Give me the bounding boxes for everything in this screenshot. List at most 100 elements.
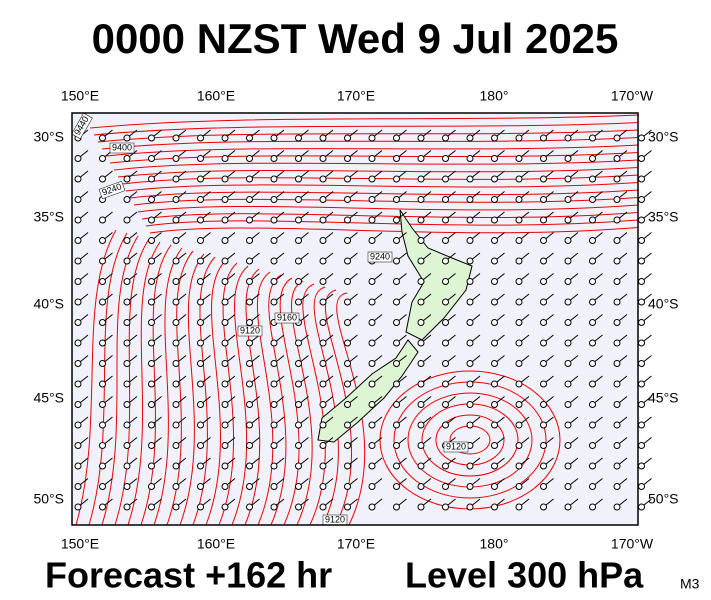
station [148, 196, 155, 203]
station [466, 257, 474, 265]
model-label: M3 [680, 576, 700, 592]
station [466, 155, 474, 162]
station [319, 278, 327, 285]
station [638, 278, 645, 285]
station [368, 421, 376, 429]
station [74, 380, 82, 388]
station [246, 175, 253, 183]
station [74, 237, 82, 244]
station [613, 175, 621, 183]
station [319, 442, 327, 449]
station [148, 134, 155, 142]
station [638, 360, 645, 367]
station [172, 503, 180, 511]
station [221, 442, 229, 449]
station [589, 462, 596, 470]
station [295, 237, 302, 244]
bottom-axis-label: 170°W [611, 536, 654, 552]
left-axis-label: 30°S [33, 129, 64, 145]
station [319, 257, 327, 265]
station [368, 298, 376, 306]
station [74, 503, 82, 511]
station [393, 360, 400, 367]
station [148, 442, 155, 449]
station [589, 380, 596, 388]
station [319, 134, 327, 142]
station [491, 216, 498, 224]
station [270, 380, 278, 388]
station [197, 380, 204, 388]
station [221, 503, 229, 511]
station [123, 442, 131, 449]
station [540, 360, 547, 367]
station [344, 298, 351, 306]
south-island [317, 339, 419, 443]
station [613, 237, 621, 244]
station [515, 237, 523, 244]
station [148, 421, 155, 429]
station [638, 134, 645, 142]
station [270, 483, 278, 490]
station [442, 462, 449, 470]
station [368, 401, 376, 408]
station [74, 483, 82, 490]
station [564, 503, 572, 511]
station [221, 401, 229, 408]
station [442, 503, 449, 511]
right-axis-label: 35°S [648, 209, 679, 225]
station [246, 134, 253, 142]
station [295, 483, 302, 490]
station [564, 319, 572, 326]
station [417, 155, 425, 162]
station [123, 278, 131, 285]
station [491, 319, 498, 326]
station [148, 339, 155, 347]
station [368, 339, 376, 347]
station [148, 380, 155, 388]
station [74, 462, 82, 470]
station [295, 216, 302, 224]
station [540, 401, 547, 408]
station [344, 155, 351, 162]
station [515, 462, 523, 470]
station [613, 134, 621, 142]
contour [256, 271, 274, 526]
forecast-label: Forecast +162 hr [45, 555, 332, 596]
station [344, 442, 351, 449]
station [613, 401, 621, 408]
station [417, 401, 425, 408]
station [564, 175, 572, 183]
station [221, 196, 229, 203]
station [417, 257, 425, 265]
station [491, 196, 498, 203]
station [393, 155, 400, 162]
station [589, 401, 596, 408]
contour-label: 9120 [446, 441, 466, 451]
station [393, 237, 400, 244]
contour [137, 204, 639, 213]
station [99, 278, 106, 285]
station [172, 319, 180, 326]
station [417, 134, 425, 142]
station [221, 134, 229, 142]
station [442, 401, 449, 408]
station [442, 196, 449, 203]
station [123, 483, 131, 490]
station [270, 278, 278, 285]
station [540, 175, 547, 183]
station [99, 421, 106, 429]
station [99, 483, 106, 490]
station [613, 421, 621, 429]
station [564, 257, 572, 265]
station [368, 216, 376, 224]
contour-label-box [274, 312, 300, 324]
station [466, 360, 474, 367]
station [123, 462, 131, 470]
bottom-axis-label: 180° [480, 536, 509, 552]
station [613, 319, 621, 326]
station [417, 462, 425, 470]
station [540, 298, 547, 306]
station [99, 216, 106, 224]
station [540, 503, 547, 511]
contour [336, 292, 366, 526]
